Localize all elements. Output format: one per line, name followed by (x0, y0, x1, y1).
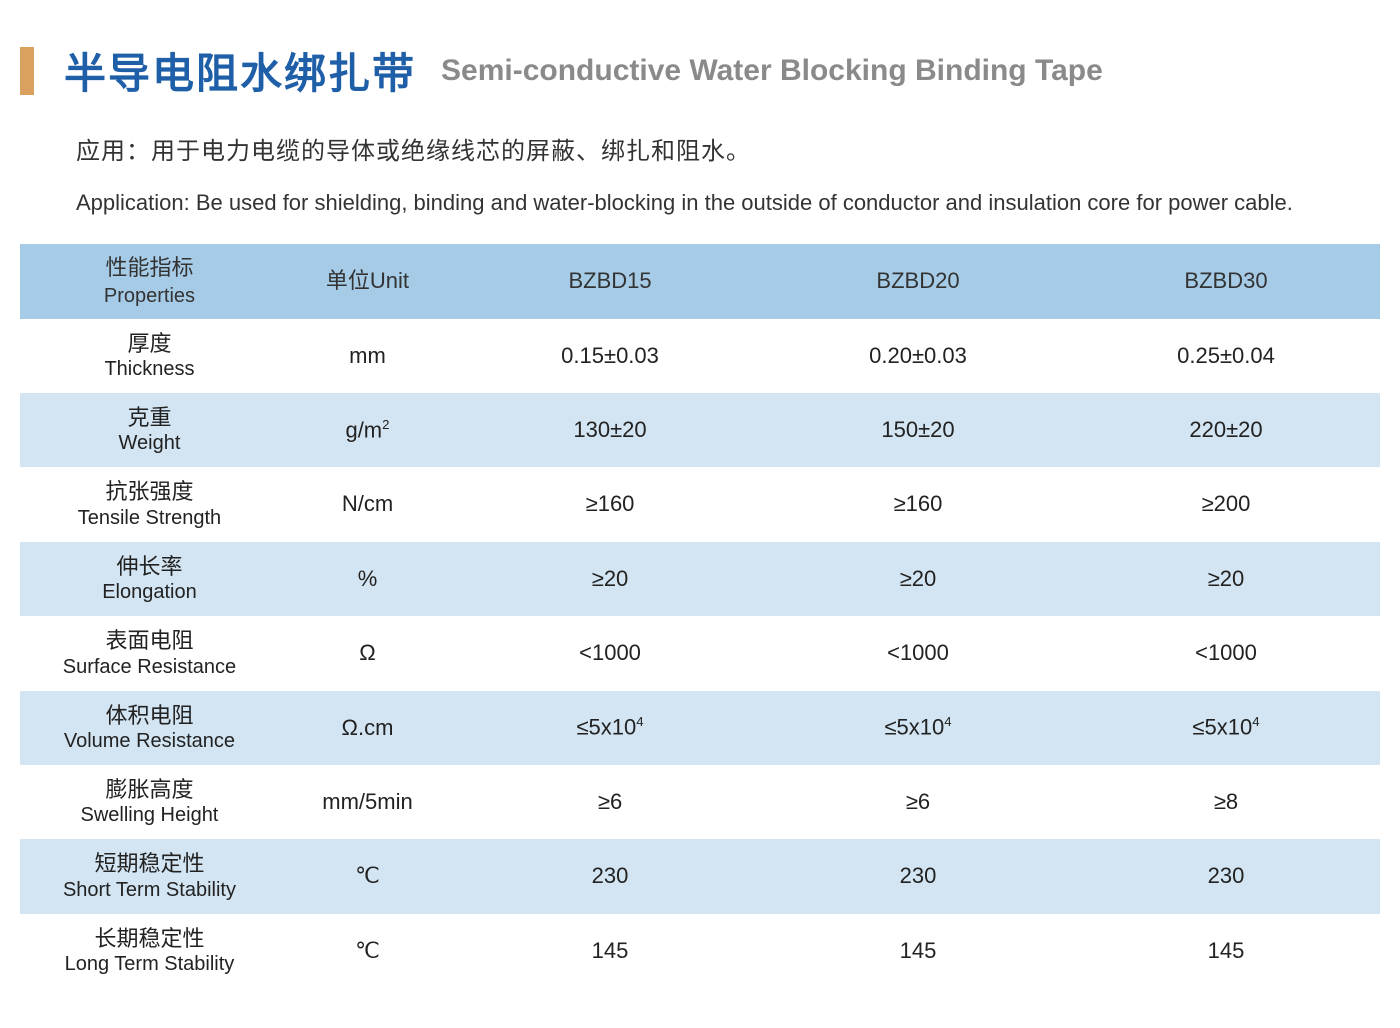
title-zh: 半导电阻水绑扎带 (64, 40, 416, 101)
col-unit: 单位Unit (279, 244, 456, 319)
prop-en: Tensile Strength (28, 506, 271, 530)
prop-en: Swelling Height (28, 803, 271, 827)
table-row: 短期稳定性Short Term Stability℃230230230 (20, 839, 1380, 913)
prop-en: Elongation (28, 580, 271, 604)
table-row: 体积电阻Volume ResistanceΩ.cm≤5x104≤5x104≤5x… (20, 691, 1380, 765)
value-cell: 150±20 (764, 393, 1072, 467)
col-bzbd20: BZBD20 (764, 244, 1072, 319)
table-row: 抗张强度Tensile StrengthN/cm≥160≥160≥200 (20, 467, 1380, 541)
unit-cell: ℃ (279, 914, 456, 988)
value-cell: ≥160 (764, 467, 1072, 541)
table-row: 膨胀高度Swelling Heightmm/5min≥6≥6≥8 (20, 765, 1380, 839)
unit-cell: N/cm (279, 467, 456, 541)
col-properties: 性能指标 Properties (20, 244, 279, 319)
value-cell: ≤5x104 (1072, 691, 1380, 765)
value-cell: 130±20 (456, 393, 764, 467)
value-cell: 230 (456, 839, 764, 913)
table-header-row: 性能指标 Properties 单位Unit BZBD15 BZBD20 BZB… (20, 244, 1380, 319)
value-cell: 230 (764, 839, 1072, 913)
prop-cell: 厚度Thickness (20, 319, 279, 393)
unit-cell: mm (279, 319, 456, 393)
value-cell: ≥8 (1072, 765, 1380, 839)
prop-cell: 伸长率Elongation (20, 542, 279, 616)
table-row: 克重Weightg/m2130±20150±20220±20 (20, 393, 1380, 467)
title-en: Semi-conductive Water Blocking Binding T… (441, 54, 1103, 88)
prop-en: Long Term Stability (28, 952, 271, 976)
col-properties-en: Properties (28, 283, 271, 309)
value-cell: 0.20±0.03 (764, 319, 1072, 393)
value-cell: 145 (1072, 914, 1380, 988)
prop-cell: 短期稳定性Short Term Stability (20, 839, 279, 913)
properties-table: 性能指标 Properties 单位Unit BZBD15 BZBD20 BZB… (20, 244, 1380, 988)
prop-zh: 表面电阻 (28, 628, 271, 654)
table-row: 表面电阻Surface ResistanceΩ<1000<1000<1000 (20, 616, 1380, 690)
table-row: 长期稳定性Long Term Stability℃145145145 (20, 914, 1380, 988)
value-cell: ≥6 (764, 765, 1072, 839)
prop-zh: 伸长率 (28, 554, 271, 580)
prop-cell: 膨胀高度Swelling Height (20, 765, 279, 839)
value-cell: ≥20 (456, 542, 764, 616)
prop-en: Thickness (28, 357, 271, 381)
table-row: 厚度Thicknessmm0.15±0.030.20±0.030.25±0.04 (20, 319, 1380, 393)
prop-en: Surface Resistance (28, 655, 271, 679)
value-cell: ≥200 (1072, 467, 1380, 541)
value-cell: 220±20 (1072, 393, 1380, 467)
unit-cell: mm/5min (279, 765, 456, 839)
prop-cell: 长期稳定性Long Term Stability (20, 914, 279, 988)
value-cell: 0.15±0.03 (456, 319, 764, 393)
description-zh: 应用：用于电力电缆的导体或绝缘线芯的屏蔽、绑扎和阻水。 (76, 131, 1380, 166)
prop-zh: 抗张强度 (28, 479, 271, 505)
unit-cell: Ω.cm (279, 691, 456, 765)
prop-zh: 体积电阻 (28, 703, 271, 729)
prop-cell: 抗张强度Tensile Strength (20, 467, 279, 541)
prop-zh: 膨胀高度 (28, 777, 271, 803)
prop-zh: 厚度 (28, 331, 271, 357)
unit-cell: Ω (279, 616, 456, 690)
prop-cell: 表面电阻Surface Resistance (20, 616, 279, 690)
prop-en: Short Term Stability (28, 878, 271, 902)
prop-cell: 体积电阻Volume Resistance (20, 691, 279, 765)
prop-zh: 克重 (28, 405, 271, 431)
value-cell: 0.25±0.04 (1072, 319, 1380, 393)
col-bzbd15: BZBD15 (456, 244, 764, 319)
table-row: 伸长率Elongation%≥20≥20≥20 (20, 542, 1380, 616)
unit-cell: g/m2 (279, 393, 456, 467)
col-bzbd30: BZBD30 (1072, 244, 1380, 319)
value-cell: ≥6 (456, 765, 764, 839)
prop-en: Volume Resistance (28, 729, 271, 753)
prop-zh: 长期稳定性 (28, 926, 271, 952)
value-cell: 145 (456, 914, 764, 988)
value-cell: <1000 (456, 616, 764, 690)
unit-cell: ℃ (279, 839, 456, 913)
prop-zh: 短期稳定性 (28, 851, 271, 877)
value-cell: <1000 (1072, 616, 1380, 690)
value-cell: ≤5x104 (764, 691, 1072, 765)
title-bar (20, 47, 34, 95)
col-properties-zh: 性能指标 (28, 254, 271, 283)
prop-en: Weight (28, 431, 271, 455)
prop-cell: 克重Weight (20, 393, 279, 467)
value-cell: 145 (764, 914, 1072, 988)
description-en: Application: Be used for shielding, bind… (20, 186, 1380, 219)
value-cell: 230 (1072, 839, 1380, 913)
unit-cell: % (279, 542, 456, 616)
value-cell: ≥20 (764, 542, 1072, 616)
value-cell: ≥20 (1072, 542, 1380, 616)
value-cell: <1000 (764, 616, 1072, 690)
value-cell: ≥160 (456, 467, 764, 541)
value-cell: ≤5x104 (456, 691, 764, 765)
title-row: 半导电阻水绑扎带 Semi-conductive Water Blocking … (20, 40, 1380, 101)
